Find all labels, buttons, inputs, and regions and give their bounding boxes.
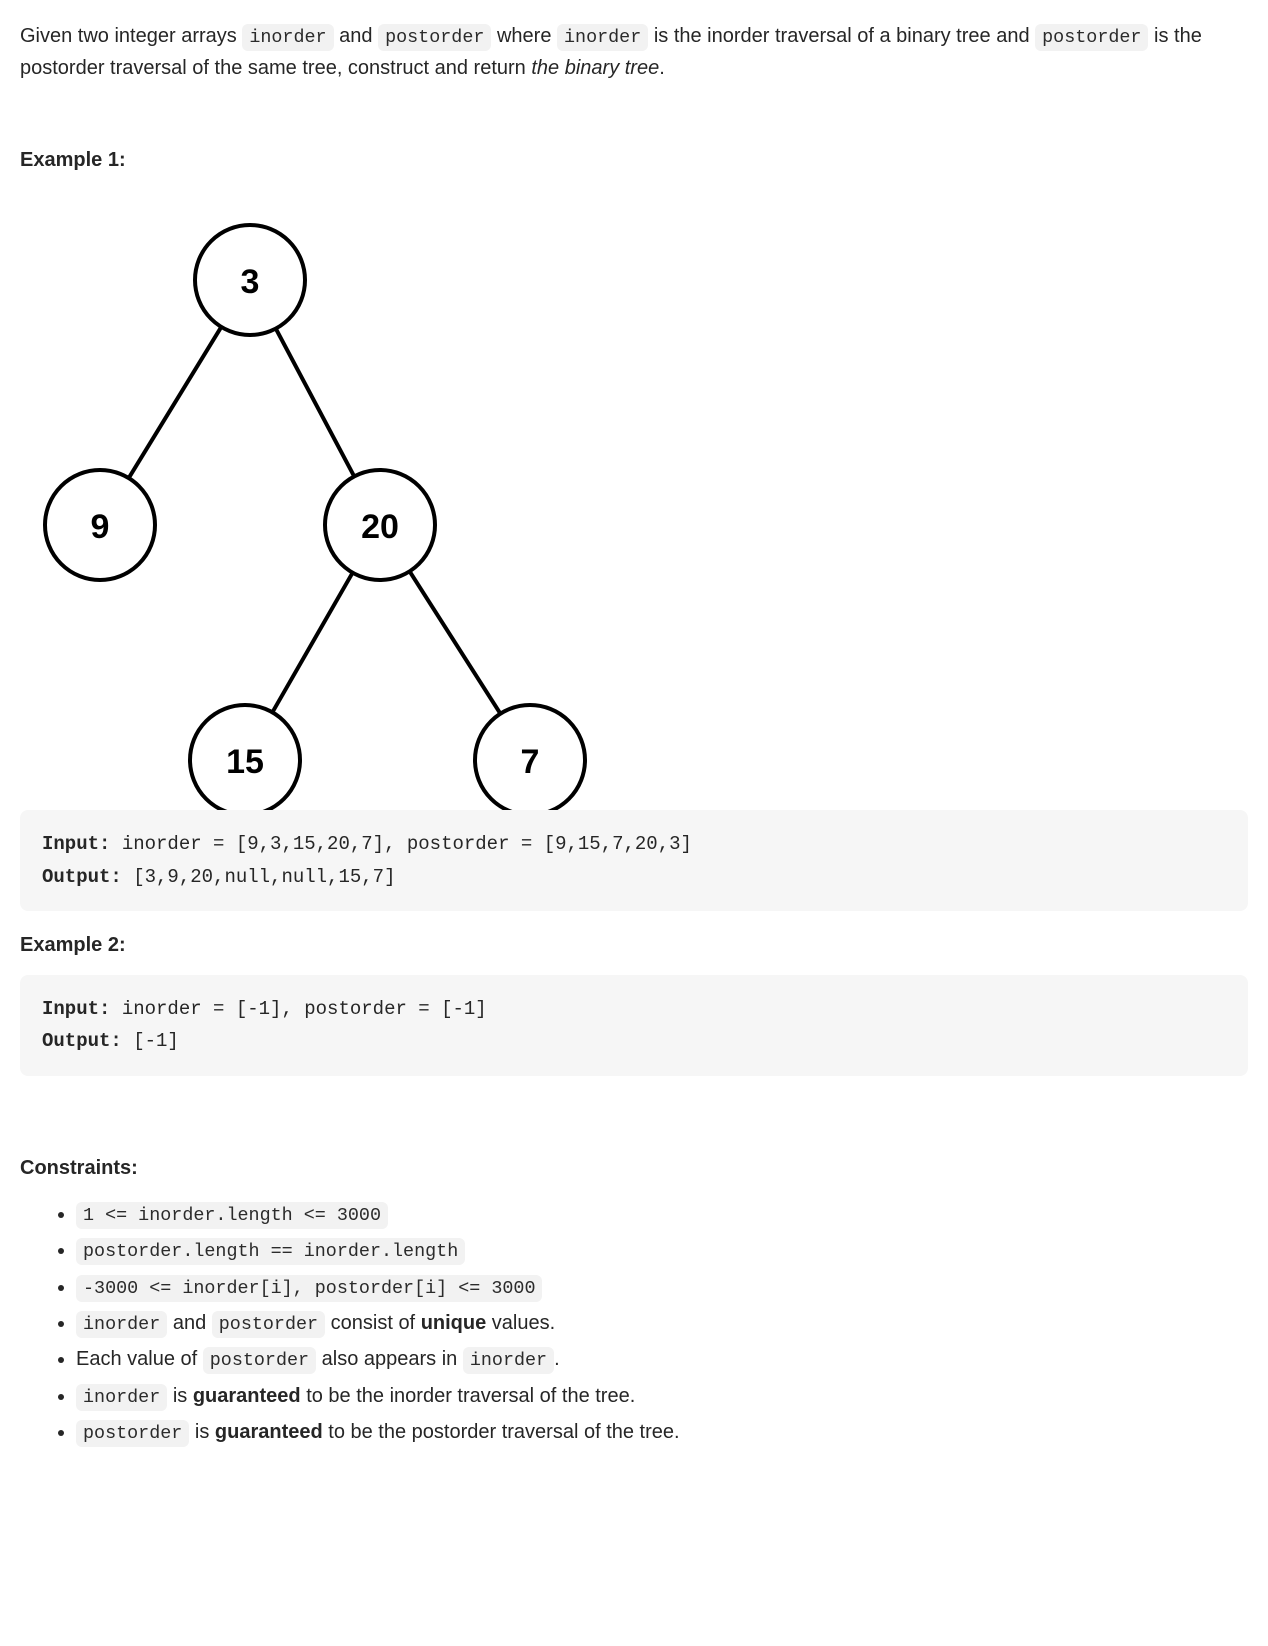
constraint-text: values. [486, 1312, 555, 1334]
constraint-code: postorder [203, 1347, 316, 1374]
constraint-text: is [167, 1385, 193, 1407]
constraint-strong: guaranteed [215, 1421, 323, 1443]
code-postorder: postorder [1035, 24, 1148, 51]
constraint-text: . [554, 1348, 560, 1370]
input-keyword: Input: [42, 998, 110, 1020]
intro-text: Given two integer arrays [20, 25, 242, 47]
tree-edge [272, 573, 352, 713]
constraint-text: is [189, 1421, 215, 1443]
constraints-list: 1 <= inorder.length <= 3000 postorder.len… [20, 1198, 1248, 1449]
intro-text: and [334, 25, 378, 47]
tree-diagram: 3 9 20 15 7 [20, 190, 1248, 810]
constraint-code: -3000 <= inorder[i], postorder[i] <= 300… [76, 1275, 542, 1302]
constraint-item: 1 <= inorder.length <= 3000 [76, 1198, 1248, 1230]
example-2-label: Example 2: [20, 929, 1248, 961]
constraint-item: -3000 <= inorder[i], postorder[i] <= 300… [76, 1271, 1248, 1303]
constraint-item: postorder.length == inorder.length [76, 1234, 1248, 1266]
constraint-text: also appears in [316, 1348, 463, 1370]
output-keyword: Output: [42, 1030, 122, 1052]
intro-text: is the inorder traversal of a binary tre… [648, 25, 1035, 47]
example-2-code: Input: inorder = [-1], postorder = [-1] … [20, 975, 1248, 1076]
constraint-code: inorder [463, 1347, 554, 1374]
tree-edge [410, 572, 501, 714]
example-1-label: Example 1: [20, 144, 1248, 176]
intro-text: where [491, 25, 557, 47]
constraint-code: postorder [212, 1311, 325, 1338]
tree-node-label: 3 [241, 263, 260, 301]
constraint-code: inorder [76, 1384, 167, 1411]
tree-edge [276, 329, 354, 477]
tree-node-label: 9 [91, 508, 110, 546]
constraint-text: to be the inorder traversal of the tree. [301, 1385, 636, 1407]
tree-node-label: 7 [521, 743, 540, 781]
constraint-text: Each value of [76, 1348, 203, 1370]
input-value: inorder = [-1], postorder = [-1] [110, 998, 486, 1020]
constraint-code: postorder [76, 1420, 189, 1447]
tree-edge [129, 327, 222, 478]
constraint-text: and [167, 1312, 211, 1334]
problem-intro: Given two integer arrays inorder and pos… [20, 20, 1248, 84]
constraint-text: to be the postorder traversal of the tre… [323, 1421, 680, 1443]
constraint-code: postorder.length == inorder.length [76, 1238, 465, 1265]
tree-node-label: 15 [226, 743, 264, 781]
code-postorder: postorder [378, 24, 491, 51]
constraint-item: inorder is guaranteed to be the inorder … [76, 1380, 1248, 1412]
example-1-code: Input: inorder = [9,3,15,20,7], postorde… [20, 810, 1248, 911]
constraint-item: postorder is guaranteed to be the postor… [76, 1416, 1248, 1448]
output-value: [-1] [122, 1030, 179, 1052]
constraint-item: Each value of postorder also appears in … [76, 1343, 1248, 1375]
spacer [20, 1094, 1248, 1134]
constraint-code: inorder [76, 1311, 167, 1338]
output-value: [3,9,20,null,null,15,7] [122, 866, 396, 888]
input-keyword: Input: [42, 833, 110, 855]
code-inorder: inorder [242, 24, 333, 51]
code-inorder: inorder [557, 24, 648, 51]
output-keyword: Output: [42, 866, 122, 888]
tree-node-label: 20 [361, 508, 399, 546]
constraint-strong: guaranteed [193, 1385, 301, 1407]
constraint-text: consist of [325, 1312, 421, 1334]
constraint-item: inorder and postorder consist of unique … [76, 1307, 1248, 1339]
constraints-label: Constraints: [20, 1152, 1248, 1184]
intro-emphasis: the binary tree [531, 57, 659, 79]
constraint-strong: unique [421, 1312, 487, 1334]
intro-text: . [659, 57, 665, 79]
input-value: inorder = [9,3,15,20,7], postorder = [9,… [110, 833, 692, 855]
constraint-code: 1 <= inorder.length <= 3000 [76, 1202, 388, 1229]
tree-svg: 3 9 20 15 7 [20, 190, 600, 810]
